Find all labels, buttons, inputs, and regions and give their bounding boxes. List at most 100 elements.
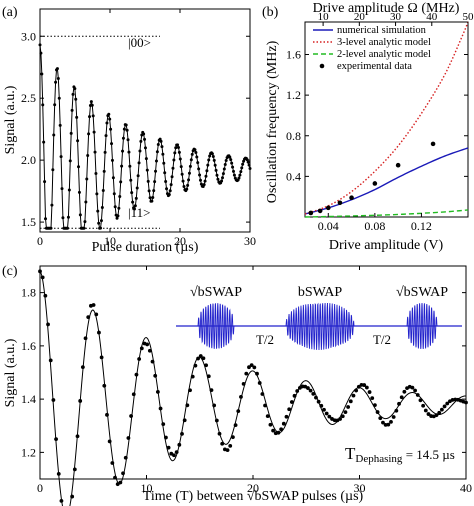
panel-b-xtick-label: 0.12 [411,219,432,233]
panel-c-data-point [155,390,160,394]
panel-a-data-point [77,165,81,169]
panel-c-data-point [306,386,310,390]
panel-a-data-point [116,214,120,218]
panel-a-data-point [206,163,210,167]
panel-a-data-point [38,43,42,47]
panel-a-data-point [154,169,158,173]
panel-c-data-point [381,420,385,425]
panel-a-data-point [131,200,135,204]
panel-c-data-point [324,411,329,416]
panel-c-data-point [423,408,428,413]
panel-a-frame [39,8,251,233]
panel-a-data-point [44,217,48,221]
panel-c-data-point [118,480,123,485]
panel-a-data-point [147,189,151,193]
panel-c-ytick-label: 1.6 [21,339,36,353]
panel-c: (c) 0 10 20 30 401.21.41.61.8 √bSWAP bSWAP √bS… [2,264,472,506]
panel-a-data-point [75,115,79,119]
panel-a-data-point [136,174,140,178]
panel-a-data-point [59,155,63,159]
panel-a-data-point [169,183,173,187]
panel-a-data-point [211,154,215,158]
panel-c-data-point [252,365,257,370]
panel-c-data-point [185,403,190,408]
panel-a-label: (a) [2,5,18,20]
panel-c-data-point [134,372,139,377]
panel-b-frame [304,21,469,218]
panel-c-data-point [340,414,345,419]
panel-b-x2tick-label: 30 [390,11,402,23]
panel-c-data-point [271,428,275,433]
experimental-data-point [337,200,343,206]
experimental-data-point [317,208,323,214]
panel-c-data-point [386,422,391,427]
inset-pulse-label: √bSWAP [190,285,242,300]
panel-c-data-point [150,359,155,364]
panel-c-data-point [295,389,300,393]
panel-c-data-point [38,269,42,274]
panel-c-ytick-label: 1.4 [21,392,36,406]
panel-c-data-point [129,414,133,418]
panel-c-data-point [180,431,184,436]
panel-a-data-point [108,117,112,121]
panel-a-xtick-label: 0 [37,234,43,248]
panel-a-data-point [155,150,159,154]
panel-c-data-point [343,410,348,415]
series-line-0 [304,147,469,215]
panel-a-data-point [92,130,96,134]
panel-a-data-point [160,145,164,149]
panel-c-data-point [434,413,439,418]
panel-a-data-point [203,179,207,183]
panel-a-ticks: 0 10 20 30 1.5 2.0 2.5 3.0 [21,9,256,248]
panel-a-data-point [118,194,122,198]
panel-c-xtick-label: 20 [247,481,259,495]
panel-c-data-point [421,403,426,408]
dephasing-T: T [345,444,356,463]
panel-a-data-point [94,172,98,176]
panel-c-data-point [220,441,225,446]
panel-a-data-point [163,171,167,175]
panel-c-data-point [225,448,230,453]
panel-a-data-point [124,123,128,127]
panel-a-ytick-label: 3.0 [21,29,36,43]
panel-a-data-point [186,183,190,187]
panel-a-data-point [145,168,149,172]
panel-a-data-point [222,167,226,171]
panel-c-data-point [78,399,83,403]
panel-c-data-point [356,384,361,389]
panel-a-data-point [68,159,72,163]
panel-c-data-point [121,471,125,476]
panel-a-data-point [182,184,186,188]
panel-c-data-point [94,312,99,317]
panel-c-data-point [338,417,342,421]
panel-c-data-point [394,408,399,413]
panel-b-x2tick-label: 10 [318,11,330,23]
panel-c-data-point [188,388,192,393]
panel-c-data-point [351,393,356,398]
panel-c-data-point [40,275,45,280]
panel-a-data-point [115,216,119,220]
panel-c-data-point [164,435,168,440]
panel-a-data-point [189,158,193,162]
panel-a-data-point [215,173,219,177]
panel-a-data-point [174,146,178,150]
panel-c-ylabel: Signal (a.u.) [3,338,18,407]
panel-a-data-point [121,136,125,140]
panel-c-data-point [375,410,380,414]
panel-c-data-point [43,293,48,298]
panel-c-data-point [217,431,222,436]
legend-entry: experimental data [337,61,412,72]
panel-a-data-point [214,168,218,172]
panel-a-data-point [58,123,62,127]
panel-c-data-point [113,475,117,480]
panel-c-data-point [236,409,241,414]
panel-a-data-point [125,128,129,132]
panel-a-data-point [159,139,163,143]
panel-a-data-point [212,158,216,162]
panel-c-data-point [83,336,88,341]
panel-a-data-point [223,163,227,167]
panel-c-data-point [201,356,206,361]
panel-a-data-point [52,133,56,137]
panel-a-data-point [99,226,103,230]
